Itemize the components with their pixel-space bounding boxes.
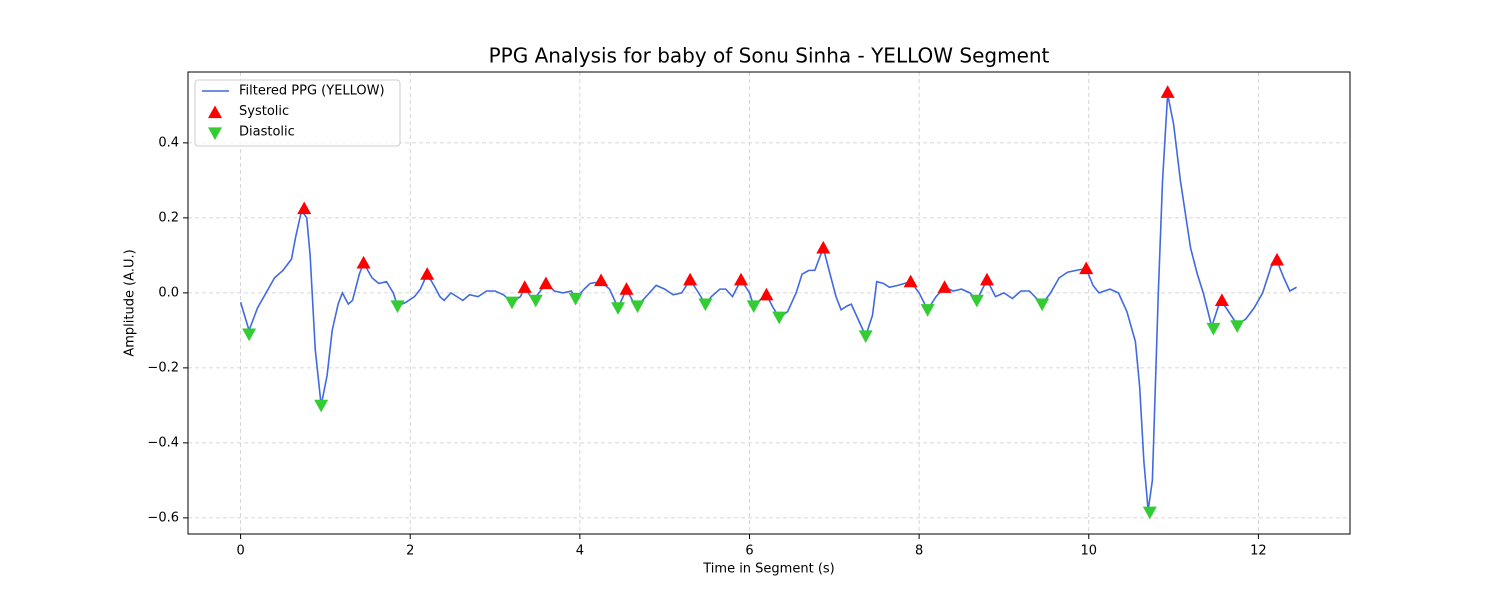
diastolic-marker xyxy=(1142,506,1157,520)
systolic-marker xyxy=(420,267,435,280)
y-tick-label: −0.4 xyxy=(147,435,179,450)
legend-label: Filtered PPG (YELLOW) xyxy=(239,84,385,99)
diastolic-marker xyxy=(746,300,761,313)
legend-swatch xyxy=(208,127,222,140)
x-tick-label: 4 xyxy=(576,544,584,559)
plot-frame xyxy=(187,71,1351,535)
diastolic-marker xyxy=(390,300,405,313)
y-axis-label: Amplitude (A.U.) xyxy=(123,249,138,356)
legend-box xyxy=(194,79,401,147)
diastolic-marker xyxy=(920,304,935,317)
systolic-marker xyxy=(937,280,952,293)
systolic-marker xyxy=(1214,293,1229,306)
diastolic-marker xyxy=(858,330,873,343)
diastolic-marker xyxy=(1206,322,1221,336)
x-tick-label: 2 xyxy=(406,544,414,559)
x-tick-label: 10 xyxy=(1080,544,1097,559)
y-tick-label: 0.2 xyxy=(158,210,179,225)
systolic-marker xyxy=(356,255,371,269)
systolic-marker xyxy=(538,276,553,290)
x-tick-label: 8 xyxy=(915,544,923,559)
diastolic-marker xyxy=(314,399,329,413)
x-tick-label: 12 xyxy=(1250,544,1267,559)
systolic-marker xyxy=(1079,261,1094,275)
y-tick-label: 0.4 xyxy=(158,135,179,150)
systolic-marker xyxy=(816,240,831,254)
systolic-marker xyxy=(1160,85,1175,98)
diastolic-marker xyxy=(568,292,583,306)
x-tick-label: 0 xyxy=(236,544,244,559)
legend-label: Diastolic xyxy=(239,125,295,140)
systolic-marker xyxy=(979,272,994,286)
diastolic-marker xyxy=(611,302,626,315)
legend-label: Systolic xyxy=(239,104,289,119)
diastolic-marker xyxy=(505,296,520,310)
systolic-marker xyxy=(594,273,609,287)
y-tick-label: −0.2 xyxy=(147,360,179,375)
diastolic-marker xyxy=(528,294,543,308)
diastolic-marker xyxy=(772,311,787,325)
chart-title: PPG Analysis for baby of Sonu Sinha - YE… xyxy=(489,44,1050,68)
y-tick-label: −0.6 xyxy=(147,510,179,525)
legend-swatch xyxy=(208,105,222,119)
systolic-marker xyxy=(734,272,749,286)
diastolic-marker xyxy=(698,298,713,312)
systolic-marker xyxy=(683,272,698,286)
systolic-marker xyxy=(619,282,634,295)
x-axis-label: Time in Segment (s) xyxy=(702,562,834,577)
systolic-marker xyxy=(297,201,312,215)
diastolic-marker xyxy=(1035,298,1050,312)
systolic-marker xyxy=(1270,252,1285,266)
diastolic-marker xyxy=(1230,320,1245,333)
diastolic-marker xyxy=(630,300,645,313)
systolic-marker xyxy=(517,280,532,293)
x-tick-label: 6 xyxy=(745,544,753,559)
y-tick-label: 0.0 xyxy=(158,285,179,300)
systolic-marker xyxy=(903,274,918,288)
systolic-marker xyxy=(759,287,774,301)
diastolic-marker xyxy=(969,294,984,308)
diastolic-marker xyxy=(242,328,257,342)
